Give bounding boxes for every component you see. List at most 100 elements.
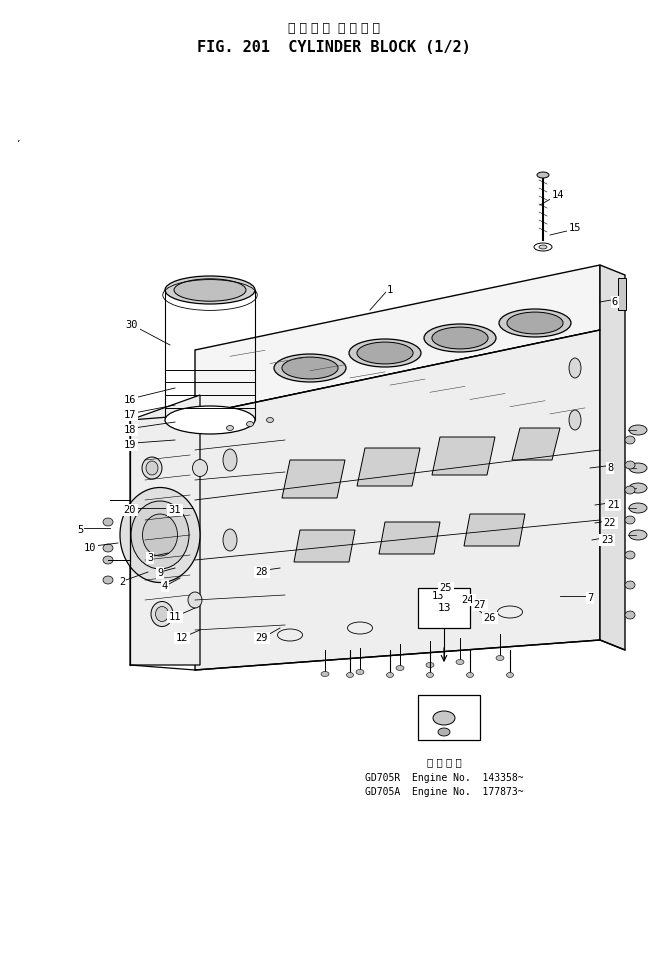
Text: GD705R  Engine No.  143358~: GD705R Engine No. 143358~ [365,773,523,783]
Text: 8: 8 [607,463,613,473]
Ellipse shape [433,711,455,725]
Ellipse shape [506,672,514,677]
Ellipse shape [165,276,255,304]
Ellipse shape [625,486,635,494]
Text: 4: 4 [162,581,168,591]
Ellipse shape [165,406,255,434]
Ellipse shape [356,669,364,674]
Text: 27: 27 [474,600,486,610]
Ellipse shape [103,556,113,564]
Text: FIG. 201  CYLINDER BLOCK (1/2): FIG. 201 CYLINDER BLOCK (1/2) [197,41,471,55]
Ellipse shape [347,672,353,677]
Text: 13: 13 [432,591,444,601]
Ellipse shape [432,327,488,349]
Text: 11: 11 [169,612,181,622]
Ellipse shape [569,410,581,430]
Ellipse shape [156,606,168,622]
Ellipse shape [629,483,647,493]
Ellipse shape [426,672,434,677]
Ellipse shape [625,551,635,559]
Text: 15: 15 [568,223,581,233]
Ellipse shape [103,518,113,526]
Ellipse shape [151,601,173,627]
Polygon shape [294,530,355,562]
Text: 適 用 号 機: 適 用 号 機 [427,757,462,767]
Text: シ リ ン ダ  ブ ロ ッ ク: シ リ ン ダ ブ ロ ッ ク [288,21,380,34]
Text: 13: 13 [438,603,451,613]
Text: 17: 17 [124,410,136,420]
Ellipse shape [625,611,635,619]
Ellipse shape [223,529,237,551]
Bar [418,588,470,628]
Ellipse shape [629,530,647,540]
Text: 20: 20 [124,505,136,515]
Ellipse shape [625,581,635,589]
Text: 26: 26 [484,613,496,623]
Ellipse shape [103,576,113,584]
Ellipse shape [267,417,273,422]
Text: 12: 12 [176,633,188,643]
Ellipse shape [274,354,346,382]
Ellipse shape [246,421,253,426]
Text: 5: 5 [77,525,83,535]
Ellipse shape [499,309,571,337]
Ellipse shape [424,324,496,352]
Ellipse shape [537,172,549,178]
Text: 24: 24 [462,595,474,605]
Polygon shape [464,514,525,546]
Ellipse shape [625,436,635,444]
Ellipse shape [539,245,547,249]
Ellipse shape [349,339,421,367]
Ellipse shape [625,461,635,469]
Ellipse shape [357,342,413,364]
Text: GD705A  Engine No.  177873~: GD705A Engine No. 177873~ [365,787,523,797]
Polygon shape [379,522,440,554]
Ellipse shape [142,514,178,556]
Text: 23: 23 [601,535,613,545]
Text: 25: 25 [440,583,452,593]
Polygon shape [130,395,200,665]
Polygon shape [600,265,625,650]
Ellipse shape [629,503,647,513]
Ellipse shape [569,358,581,378]
Ellipse shape [396,666,404,670]
Ellipse shape [142,457,162,479]
Ellipse shape [282,357,338,378]
Text: 10: 10 [84,543,96,553]
Ellipse shape [223,449,237,471]
Ellipse shape [456,660,464,665]
Ellipse shape [507,312,563,334]
Ellipse shape [387,672,393,677]
Text: 3: 3 [147,553,153,563]
Polygon shape [195,265,600,415]
Bar [618,278,626,310]
Ellipse shape [466,672,474,677]
Text: ’: ’ [16,140,20,150]
Ellipse shape [103,544,113,552]
Bar [418,695,480,740]
Text: 19: 19 [124,440,136,450]
Polygon shape [195,330,600,670]
Text: 28: 28 [256,567,269,577]
Text: 2: 2 [119,577,125,587]
Polygon shape [282,460,345,498]
Text: 22: 22 [604,518,617,528]
Ellipse shape [321,671,329,676]
Polygon shape [432,437,495,475]
Polygon shape [357,448,420,486]
Ellipse shape [438,728,450,736]
Text: 21: 21 [607,500,619,510]
Text: 1: 1 [387,285,393,295]
Ellipse shape [188,592,202,608]
Ellipse shape [146,461,158,475]
Ellipse shape [625,516,635,524]
Text: 16: 16 [124,395,136,405]
Text: 6: 6 [612,297,618,307]
Ellipse shape [226,425,234,430]
Text: 14: 14 [552,190,564,200]
Text: 7: 7 [587,593,593,603]
Text: 31: 31 [169,505,181,515]
Text: 18: 18 [124,425,136,435]
Ellipse shape [629,425,647,435]
Ellipse shape [496,656,504,661]
